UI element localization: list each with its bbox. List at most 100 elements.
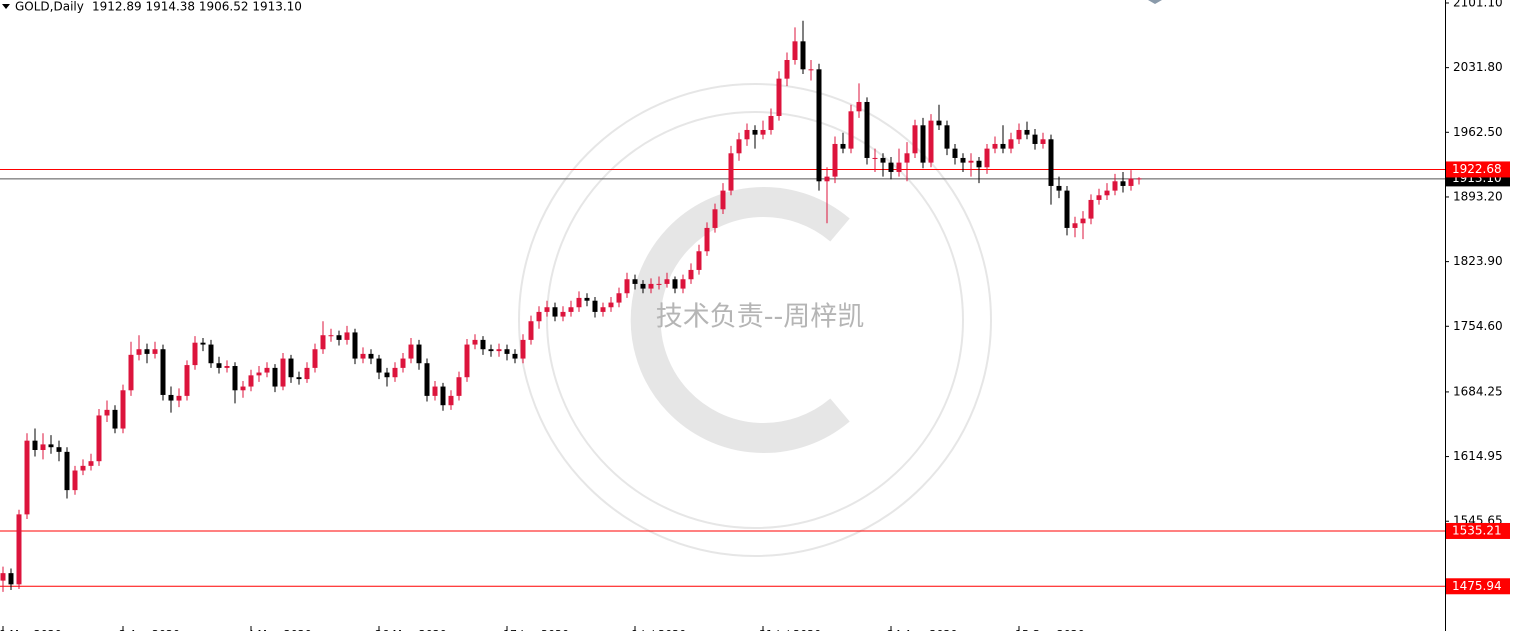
y-tick-label: 1614.95 <box>1453 449 1503 463</box>
candle-body <box>704 227 710 252</box>
candle-body <box>272 367 278 387</box>
candle-body <box>1008 139 1014 149</box>
y-tick-label: 1823.90 <box>1453 254 1503 268</box>
candle-body <box>120 390 126 429</box>
candle-body <box>1016 129 1022 140</box>
candle-body <box>544 307 550 312</box>
candle-body <box>1136 178 1142 180</box>
candle-body <box>344 332 350 340</box>
candle-body <box>16 514 22 585</box>
candle-body <box>728 153 734 191</box>
candle-body <box>776 78 782 116</box>
candle-body <box>328 335 334 337</box>
watermark-logo <box>518 83 992 557</box>
candle-body <box>128 354 134 391</box>
candle-body <box>1080 218 1086 224</box>
candle-body <box>216 363 222 368</box>
candle-body <box>56 447 62 452</box>
candle-body <box>88 461 94 466</box>
candle-body <box>40 444 46 450</box>
candle-body <box>976 160 982 168</box>
candle-body <box>920 125 926 163</box>
candle-body <box>816 69 822 182</box>
candle-body <box>176 395 182 401</box>
candle-body <box>320 335 326 350</box>
candle-body <box>496 349 502 352</box>
candle-body <box>576 297 582 308</box>
x-tick-label: 2 Apr 2020 <box>119 628 180 631</box>
candle-body <box>184 365 190 396</box>
candle-body <box>520 339 526 359</box>
y-tick-label: 1893.20 <box>1453 189 1503 203</box>
level-label-box <box>1446 161 1510 178</box>
level-label: 1922.68 <box>1452 162 1502 176</box>
candle-body <box>208 344 214 364</box>
candle-body <box>904 153 910 163</box>
candle-body <box>392 367 398 378</box>
candle-body <box>1040 139 1046 144</box>
candle-body <box>968 160 974 163</box>
candle-body <box>912 125 918 154</box>
x-tick-label: 4 May 2020 <box>247 628 312 631</box>
candle-body <box>680 279 686 289</box>
candle-body <box>664 279 670 284</box>
candle-body <box>984 148 990 168</box>
candle-body <box>936 120 942 126</box>
candle-body <box>256 372 262 376</box>
candle-body <box>416 344 422 364</box>
candle-body <box>592 300 598 312</box>
candle-body <box>640 283 646 289</box>
candle-body <box>784 59 790 79</box>
candle-body <box>144 349 150 354</box>
candle-body <box>1096 195 1102 200</box>
candle-body <box>0 573 6 581</box>
candle-body <box>288 358 294 378</box>
candle-body <box>1024 129 1030 135</box>
candle-body <box>832 143 838 177</box>
x-tick-label: 26 May 2020 <box>375 628 447 631</box>
candle-body <box>408 344 414 359</box>
candle-body <box>888 162 894 172</box>
candle-body <box>168 394 174 401</box>
symbol-title: GOLD,Daily <box>15 0 84 14</box>
candle-body <box>200 342 206 345</box>
candle-body <box>1064 190 1070 228</box>
candle-body <box>48 444 54 448</box>
candle-body <box>64 451 70 491</box>
x-tick-label: 17 Jun 2020 <box>503 628 569 631</box>
candle-body <box>584 297 590 301</box>
level-label-box <box>1446 522 1510 539</box>
candle-body <box>600 307 606 312</box>
candle-body <box>656 283 662 285</box>
candle-body <box>296 377 302 380</box>
candle-body <box>648 283 654 289</box>
candle-body <box>1112 181 1118 191</box>
y-tick-label: 1684.25 <box>1453 384 1503 398</box>
candle-body <box>752 129 758 135</box>
candle-body <box>136 349 142 355</box>
y-tick-label: 1754.60 <box>1453 319 1503 333</box>
candle-body <box>840 143 846 149</box>
candle-body <box>104 409 110 416</box>
candle-body <box>240 386 246 391</box>
candle-body <box>424 363 430 396</box>
candle-body <box>360 353 366 359</box>
candle-body <box>464 344 470 378</box>
candle-body <box>992 143 998 149</box>
candle-body <box>744 129 750 140</box>
candle-body <box>624 279 630 294</box>
candle-body <box>96 415 102 462</box>
candle-body <box>1000 143 1006 149</box>
y-tick-label: 1962.50 <box>1453 125 1503 139</box>
candle-body <box>848 111 854 149</box>
menu-arrow <box>2 4 10 9</box>
candle-body <box>872 157 878 159</box>
candle-body <box>768 115 774 130</box>
candle-body <box>1128 178 1134 186</box>
candle-body <box>720 190 726 210</box>
quote: 1912.89 1914.38 1906.52 1913.10 <box>92 0 302 14</box>
x-tick-label: 9 Mar 2020 <box>0 628 62 631</box>
level-label: 1535.21 <box>1452 523 1502 537</box>
watermark: 技术负责--周梓凯 <box>656 302 865 333</box>
